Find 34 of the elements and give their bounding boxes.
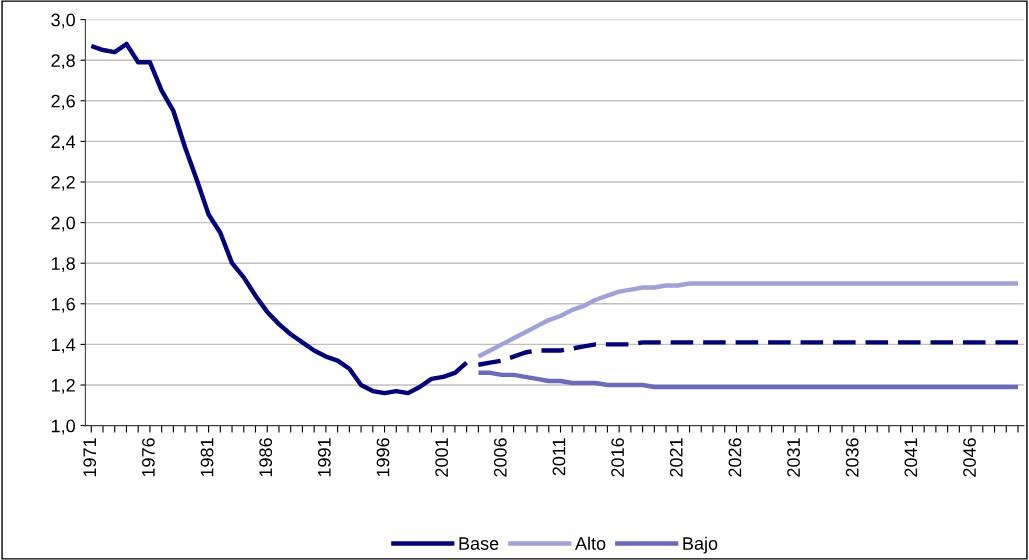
line-series <box>89 41 469 396</box>
x-tick-label: 1981 <box>200 438 214 477</box>
x-tick-label: 2046 <box>963 438 976 477</box>
x-tick-label: 2021 <box>669 438 683 477</box>
line-series <box>476 340 1021 367</box>
y-tick-label: 2,8 <box>51 54 75 70</box>
y-tick-label: 1,6 <box>51 297 75 313</box>
x-tick-label: 1986 <box>259 438 273 477</box>
y-tick-label: 2,6 <box>51 94 75 110</box>
x-tick-label: 1991 <box>317 438 331 477</box>
x-tick-label: 2016 <box>611 438 624 477</box>
y-tick-label: 2,0 <box>51 216 75 232</box>
y-tick-label: 3,0 <box>51 13 75 29</box>
line-series <box>476 281 1021 359</box>
x-tick-label: 2026 <box>728 438 742 477</box>
legend-label: Base <box>459 537 499 550</box>
x-tick-label: 1996 <box>376 438 390 477</box>
line-series <box>476 370 1021 390</box>
y-tick-label: 1,0 <box>51 419 75 435</box>
x-tick-label: 2036 <box>845 438 859 477</box>
x-tick-label: 1971 <box>83 438 97 477</box>
x-tick-label: 2031 <box>787 438 800 477</box>
legend-label: Bajo <box>683 536 718 554</box>
x-tick-label: 2001 <box>435 438 449 477</box>
y-tick-label: 1,8 <box>51 257 75 273</box>
y-tick-label: 2,2 <box>51 175 75 191</box>
x-tick-label: 2041 <box>904 438 918 477</box>
y-tick-label: 1,4 <box>51 338 76 354</box>
y-tick-label: 1,2 <box>51 378 75 394</box>
y-tick-label: 2,4 <box>51 135 76 151</box>
legend-label: Alto <box>575 536 606 550</box>
x-tick-label: 1976 <box>141 438 155 477</box>
x-tick-label: 2006 <box>493 438 507 477</box>
x-tick-label: 2011 <box>552 438 566 476</box>
